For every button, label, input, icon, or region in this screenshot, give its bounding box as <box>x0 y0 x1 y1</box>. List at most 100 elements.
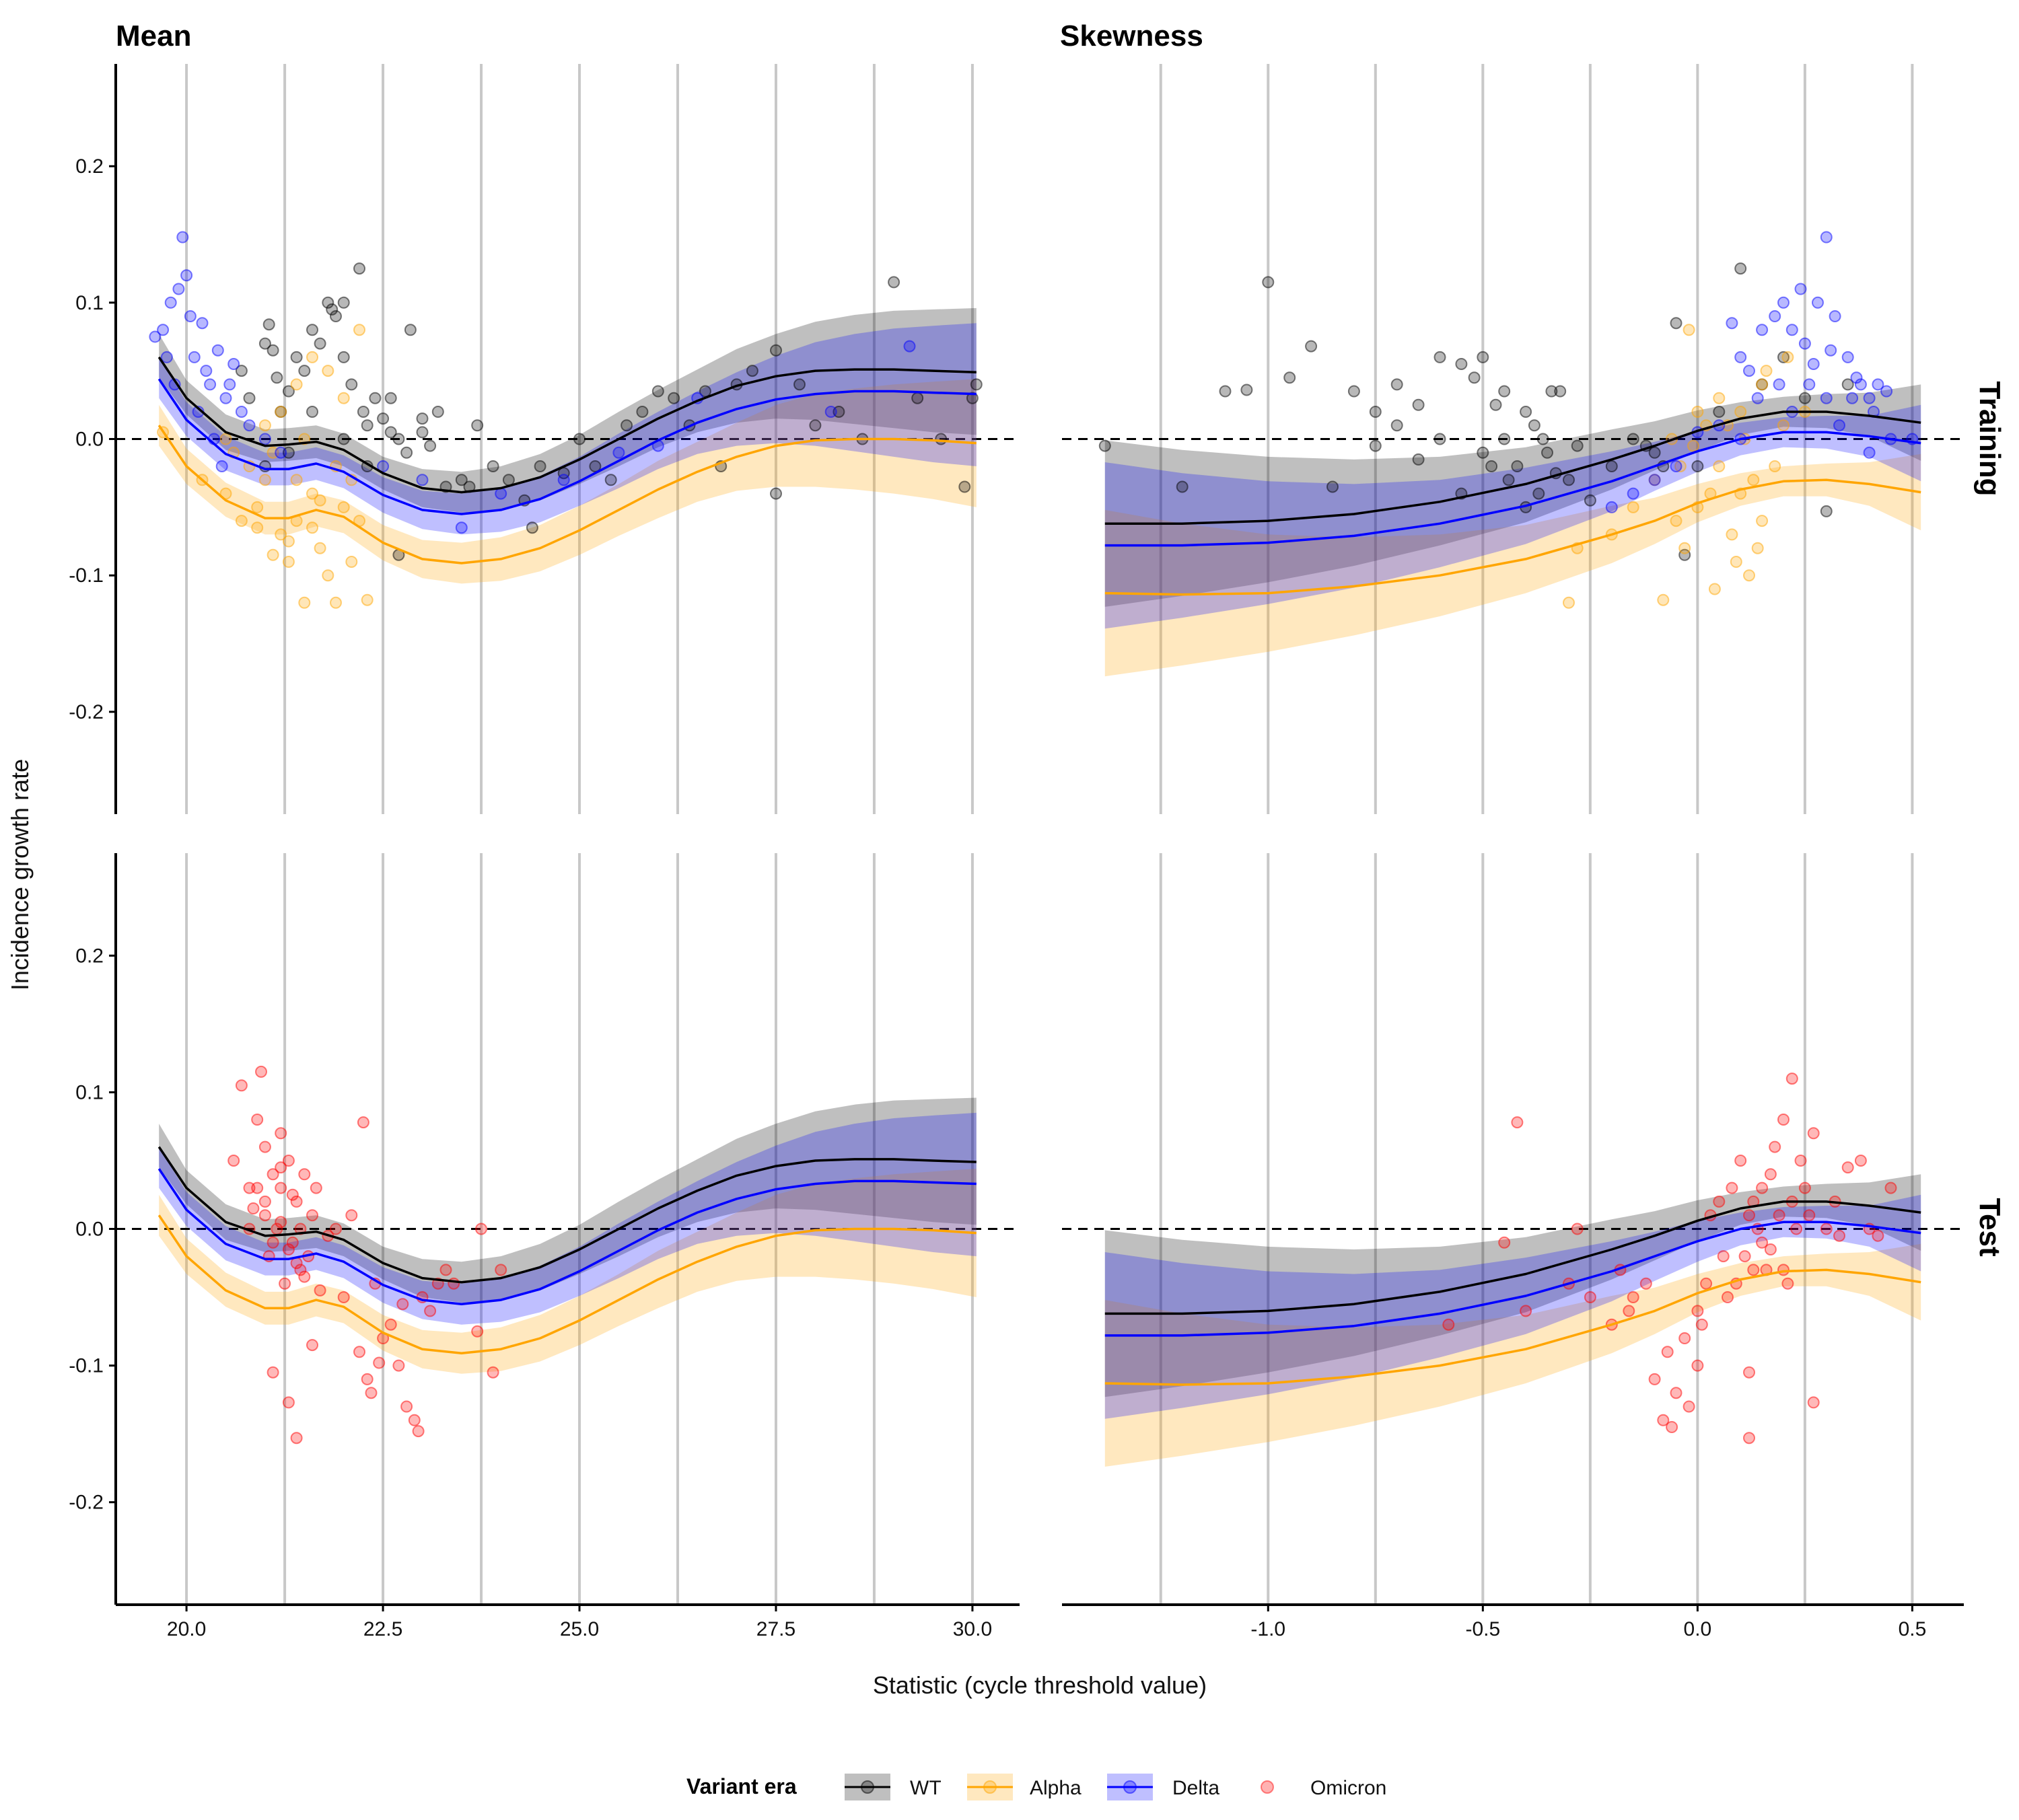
point-omicron-skewness-test <box>1756 1181 1769 1194</box>
panels-layer: -0.2 -0.1 0.0 0.1 0.2 -0.2 -0.1 0.0 0.1 0.2 20.0 22… <box>69 64 1964 1640</box>
point-delta-skewness-training <box>1794 283 1807 295</box>
point-omicron-mean-test <box>345 1209 358 1222</box>
point-wt-mean-training <box>345 378 358 391</box>
point-wt-skewness-training <box>1485 460 1498 472</box>
x-tick-label-mean-test: 22.5 <box>363 1618 402 1640</box>
point-wt-skewness-training <box>1262 276 1275 289</box>
point-delta-skewness-training <box>1734 351 1747 363</box>
point-alpha-mean-training <box>235 515 248 527</box>
point-omicron-mean-test <box>267 1366 279 1379</box>
point-alpha-skewness-training <box>1730 556 1742 568</box>
point-omicron-skewness-test <box>1511 1116 1524 1129</box>
point-wt-skewness-training <box>1489 398 1502 411</box>
point-wt-skewness-training <box>1412 453 1425 466</box>
point-delta-mean-training <box>235 406 248 418</box>
point-wt-skewness-training <box>1734 262 1747 275</box>
point-omicron-mean-test <box>282 1155 295 1167</box>
point-wt-mean-training <box>958 480 971 493</box>
point-omicron-skewness-test <box>1584 1291 1596 1303</box>
point-alpha-skewness-training <box>1756 515 1769 527</box>
point-wt-mean-training <box>353 262 365 275</box>
curve-delta-skewness-test <box>1104 1221 1921 1337</box>
point-wt-skewness-training <box>1369 406 1382 418</box>
point-omicron-mean-test <box>286 1188 299 1201</box>
point-wt-mean-training <box>589 460 602 472</box>
point-alpha-skewness-training <box>1726 528 1738 541</box>
point-wt-skewness-training <box>1455 358 1468 370</box>
point-wt-skewness-training <box>1627 433 1639 445</box>
point-omicron-mean-test <box>275 1216 287 1229</box>
point-wt-mean-training <box>392 433 405 445</box>
curve-delta-skewness-training <box>1104 431 1921 547</box>
legend-label-delta: Delta <box>1172 1777 1219 1799</box>
point-delta-skewness-training <box>1769 310 1781 322</box>
point-omicron-mean-test <box>365 1387 378 1399</box>
point-omicron-mean-test <box>279 1277 291 1290</box>
point-wt-skewness-training <box>1347 385 1360 398</box>
point-omicron-mean-test <box>275 1127 287 1140</box>
point-wt-skewness-training <box>1536 433 1549 445</box>
curve-delta-mean-training <box>157 378 977 515</box>
point-wt-mean-training <box>326 303 339 316</box>
x-tick-label-mean-test: 25.0 <box>560 1618 599 1640</box>
point-alpha-skewness-training <box>1769 460 1781 472</box>
point-wt-mean-training <box>400 446 413 459</box>
point-omicron-skewness-test <box>1713 1195 1726 1208</box>
x-tick-label-skewness-test: 0.5 <box>1899 1618 1927 1640</box>
point-wt-mean-training <box>337 296 350 309</box>
point-alpha-skewness-training <box>1708 583 1721 595</box>
point-omicron-mean-test <box>306 1209 318 1222</box>
point-alpha-mean-training <box>306 351 318 363</box>
point-delta-skewness-training <box>1743 365 1755 377</box>
point-delta-skewness-training <box>1756 324 1769 336</box>
point-wt-skewness-training <box>1502 474 1515 486</box>
point-delta-mean-training <box>455 521 468 534</box>
point-alpha-skewness-training <box>1691 406 1704 418</box>
point-wt-mean-training <box>604 474 617 486</box>
curve-wt-mean-test <box>157 1146 977 1284</box>
point-omicron-skewness-test <box>1738 1250 1751 1263</box>
point-omicron-mean-test <box>439 1264 452 1276</box>
point-wt-mean-training <box>243 392 256 404</box>
point-alpha-skewness-training <box>1743 569 1755 582</box>
point-delta-skewness-training <box>1833 419 1845 432</box>
curve-delta-mean-test <box>157 1168 977 1305</box>
point-wt-mean-training <box>361 419 374 432</box>
point-wt-mean-training <box>271 371 283 384</box>
point-alpha-skewness-training <box>1734 406 1747 418</box>
point-omicron-skewness-test <box>1648 1373 1661 1385</box>
point-wt-skewness-training <box>1820 505 1833 517</box>
point-omicron-skewness-test <box>1691 1305 1704 1317</box>
legend-point-omicron <box>1261 1780 1274 1794</box>
point-omicron-mean-test <box>471 1325 484 1338</box>
y-tick-label-mean-test: 0.1 <box>75 1081 104 1103</box>
point-omicron-skewness-test <box>1820 1223 1833 1235</box>
point-delta-mean-training <box>196 317 209 330</box>
point-wt-mean-training <box>526 521 538 534</box>
point-alpha-skewness-training <box>1713 460 1726 472</box>
point-wt-mean-training <box>306 406 318 418</box>
point-omicron-skewness-test <box>1743 1209 1755 1222</box>
point-delta-mean-training <box>200 365 213 377</box>
point-omicron-mean-test <box>330 1223 342 1235</box>
point-wt-mean-training <box>298 365 311 377</box>
point-wt-skewness-training <box>1498 433 1511 445</box>
point-omicron-mean-test <box>267 1168 279 1181</box>
point-delta-skewness-training <box>1751 392 1764 404</box>
point-omicron-mean-test <box>282 1396 295 1409</box>
point-delta-mean-training <box>903 340 916 353</box>
point-omicron-skewness-test <box>1571 1223 1584 1235</box>
x-tick-label-mean-test: 20.0 <box>167 1618 206 1640</box>
point-wt-mean-training <box>455 474 468 486</box>
point-omicron-skewness-test <box>1785 1072 1798 1085</box>
point-delta-mean-training <box>495 487 507 500</box>
point-omicron-skewness-test <box>1803 1209 1816 1222</box>
point-alpha-mean-training <box>322 569 334 582</box>
point-wt-mean-training <box>746 365 758 377</box>
point-omicron-mean-test <box>475 1223 487 1235</box>
point-wt-mean-training <box>621 419 633 432</box>
point-alpha-mean-training <box>353 324 365 336</box>
point-wt-mean-training <box>809 419 822 432</box>
y-tick-label-mean-test: 0.0 <box>75 1218 104 1241</box>
point-alpha-skewness-training <box>1781 351 1794 363</box>
